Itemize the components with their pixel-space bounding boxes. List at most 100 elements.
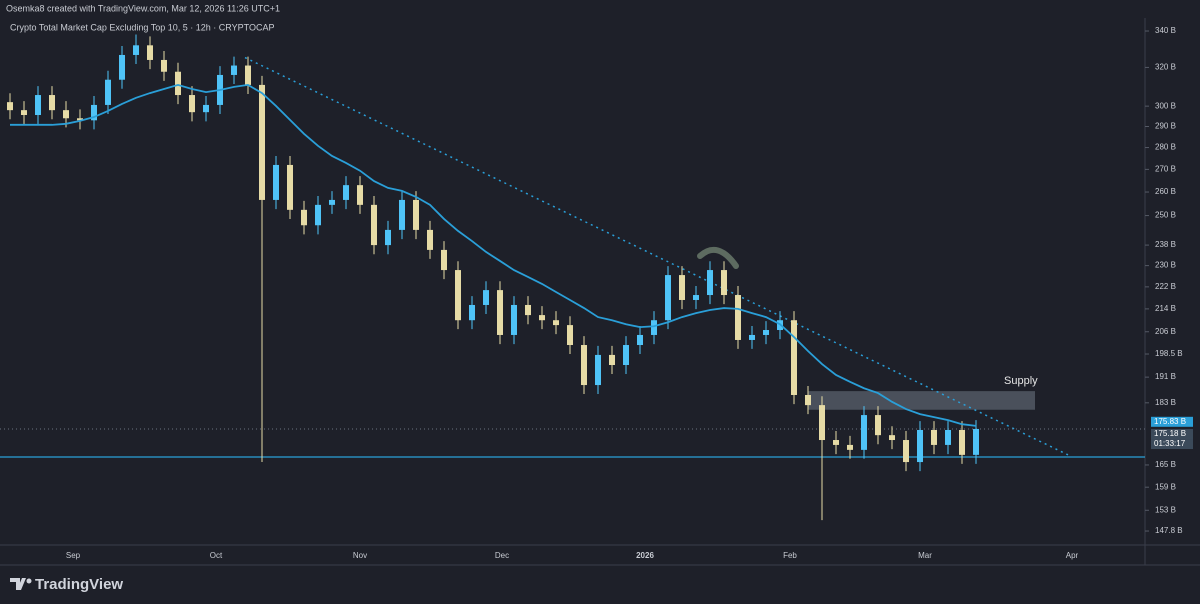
candle-body bbox=[7, 102, 13, 111]
y-tick-label: 214 B bbox=[1155, 304, 1176, 313]
candle-body bbox=[315, 204, 321, 226]
candle-body bbox=[427, 229, 433, 250]
supply-label: Supply bbox=[1004, 375, 1038, 387]
x-tick-label: Apr bbox=[1066, 551, 1079, 560]
x-tick-label: Dec bbox=[495, 551, 509, 560]
candle-body bbox=[917, 429, 923, 463]
candle-body bbox=[245, 65, 251, 85]
x-tick-label: Sep bbox=[66, 551, 81, 560]
candle-body bbox=[21, 110, 27, 116]
candle-body bbox=[301, 209, 307, 226]
candle-body bbox=[287, 164, 293, 210]
candle-body bbox=[119, 54, 125, 80]
countdown: 01:33:17 bbox=[1154, 439, 1186, 448]
candle-body bbox=[903, 440, 909, 463]
y-tick-label: 270 B bbox=[1155, 164, 1176, 173]
candle-body bbox=[469, 304, 475, 321]
x-tick-label: Oct bbox=[210, 551, 223, 560]
candle-body bbox=[203, 104, 209, 113]
candle-body bbox=[413, 199, 419, 230]
candle-body bbox=[35, 95, 41, 116]
candle-body bbox=[763, 330, 769, 335]
candle-body bbox=[931, 429, 937, 445]
y-tick-label: 260 B bbox=[1155, 187, 1176, 196]
y-tick-label: 147.8 B bbox=[1155, 526, 1183, 535]
candle-body bbox=[707, 270, 713, 296]
candle-body bbox=[483, 290, 489, 305]
candle-body bbox=[693, 295, 699, 300]
candle-body bbox=[133, 45, 139, 55]
candle-body bbox=[959, 429, 965, 455]
candle-body bbox=[623, 345, 629, 366]
x-tick-label: 2026 bbox=[636, 551, 654, 560]
y-tick-label: 238 B bbox=[1155, 240, 1176, 249]
footer-brand: TradingView bbox=[35, 576, 123, 593]
candle-body bbox=[889, 435, 895, 441]
candle-body bbox=[819, 405, 825, 441]
highlight-arc bbox=[697, 246, 739, 269]
candle-body bbox=[455, 270, 461, 321]
candle-body bbox=[63, 110, 69, 119]
candle-body bbox=[791, 320, 797, 395]
candle-body bbox=[371, 204, 377, 246]
candle-body bbox=[651, 320, 657, 335]
candle-body bbox=[847, 444, 853, 450]
candle-body bbox=[609, 354, 615, 366]
candle-body bbox=[973, 428, 979, 455]
candle-body bbox=[553, 320, 559, 326]
candle-body bbox=[343, 185, 349, 200]
y-tick-label: 230 B bbox=[1155, 261, 1176, 270]
countdown-box bbox=[1151, 439, 1193, 450]
candle-body bbox=[357, 185, 363, 205]
candle-body bbox=[497, 290, 503, 335]
chart-title: Crypto Total Market Cap Excluding Top 10… bbox=[10, 22, 274, 32]
logo-icon bbox=[26, 578, 32, 584]
candle-body bbox=[77, 118, 83, 121]
x-tick-label: Mar bbox=[918, 551, 932, 560]
candle-body bbox=[329, 199, 335, 205]
candle-body bbox=[385, 229, 391, 246]
header: Osemka8 created with TradingView.com, Ma… bbox=[6, 3, 280, 13]
candle-body bbox=[175, 71, 181, 96]
y-tick-label: 300 B bbox=[1155, 101, 1176, 110]
candle-body bbox=[539, 315, 545, 321]
moving-average bbox=[10, 83, 977, 427]
y-tick-label: 250 B bbox=[1155, 211, 1176, 220]
candle-body bbox=[91, 104, 97, 121]
candle-body bbox=[441, 249, 447, 271]
candle-body bbox=[105, 79, 111, 105]
logo bbox=[10, 578, 32, 590]
logo-icon bbox=[10, 578, 26, 590]
candle-body bbox=[735, 295, 741, 340]
x-tick-label: Feb bbox=[783, 551, 797, 560]
candle-body bbox=[49, 95, 55, 111]
y-tick-label: 165 B bbox=[1155, 460, 1176, 469]
y-tick-label: 280 B bbox=[1155, 143, 1176, 152]
y-tick-label: 159 B bbox=[1155, 482, 1176, 491]
candle-body bbox=[945, 429, 951, 445]
candle-body bbox=[567, 325, 573, 346]
candle-body bbox=[399, 199, 405, 230]
price-label-box bbox=[1151, 416, 1193, 427]
candle-body bbox=[259, 84, 265, 200]
candle-body bbox=[721, 270, 727, 296]
candle-body bbox=[273, 164, 279, 200]
candle-body bbox=[679, 275, 685, 300]
y-tick-label: 198.5 B bbox=[1155, 349, 1183, 358]
candle-body bbox=[511, 304, 517, 335]
trendline bbox=[244, 56, 1069, 456]
price-label: 175.18 B bbox=[1154, 429, 1186, 438]
y-tick-label: 222 B bbox=[1155, 282, 1176, 291]
price-label: 175.83 B bbox=[1154, 417, 1186, 426]
candle-body bbox=[833, 440, 839, 445]
candle-body bbox=[749, 334, 755, 340]
candle-body bbox=[231, 65, 237, 75]
y-tick-label: 153 B bbox=[1155, 505, 1176, 514]
candle-body bbox=[665, 275, 671, 321]
candle-body bbox=[147, 45, 153, 60]
y-tick-label: 191 B bbox=[1155, 372, 1176, 381]
candle-body bbox=[637, 334, 643, 346]
price-label-box bbox=[1151, 429, 1193, 440]
